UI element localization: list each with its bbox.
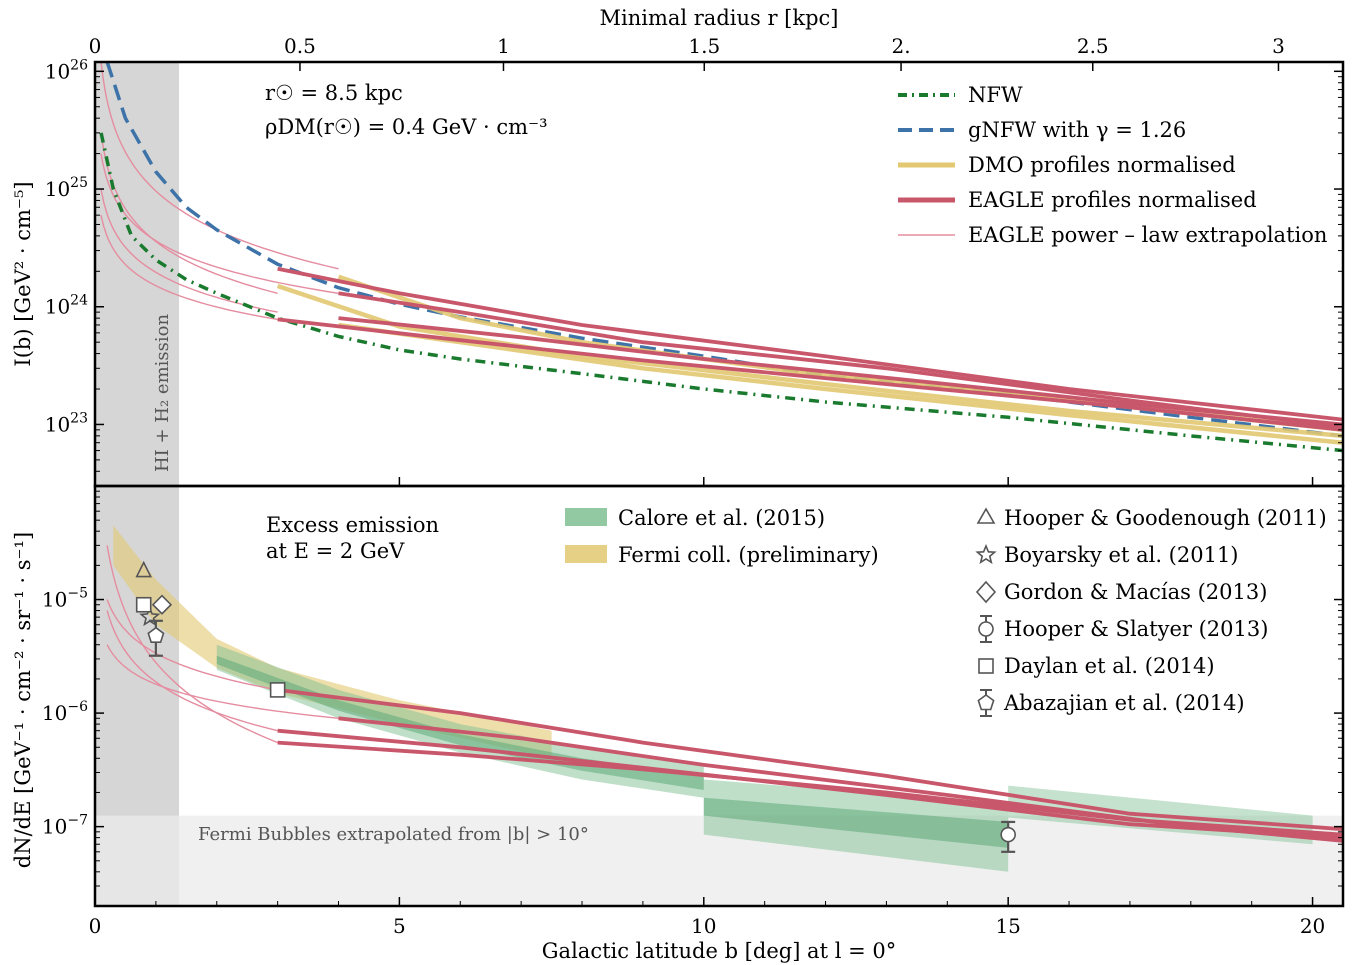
legend-label-abazajian: Abazajian et al. (2014) (1003, 691, 1245, 715)
diamond-marker (151, 594, 173, 615)
legend-label-fermi: Fermi coll. (preliminary) (618, 543, 879, 567)
legend-label-gordon-macias: Gordon & Macías (2013) (1004, 580, 1267, 604)
legend-label-hooper-goodenough: Hooper & Goodenough (2011) (1004, 506, 1327, 530)
top-x-axis-label: Minimal radius r [kpc] (599, 6, 838, 30)
dmo-profile-line-2 (276, 283, 1343, 439)
x2-tick-label-0.5: 0.5 (284, 34, 316, 58)
annotation-energy: at E = 2 GeV (266, 539, 405, 563)
bottom-eagle-line-3 (277, 740, 1343, 837)
bottom-band-legend: Calore et al. (2015) Fermi coll. (prelim… (565, 506, 879, 567)
x-tick-label-5: 5 (393, 914, 406, 938)
legend-swatch-calore (565, 508, 607, 526)
bottom-extrapolation-line-4 (106, 599, 278, 691)
square-marker (135, 596, 152, 613)
legend-label-extrapolation: EAGLE power – law extrapolation (968, 223, 1327, 247)
eagle-extrapolation-line-5 (100, 153, 339, 294)
legend-marker-triangle (976, 507, 996, 524)
bottom-series (106, 545, 1343, 843)
eagle-extrapolation-line-4 (100, 214, 278, 321)
legend-label-daylan: Daylan et al. (2014) (1004, 654, 1215, 678)
bottom-y-tick-label: 10−6 (42, 699, 88, 725)
data-point-circle-4 (1000, 820, 1016, 853)
top-y-tick-label: 1023 (45, 410, 88, 436)
legend-label-eagle: EAGLE profiles normalised (968, 188, 1257, 212)
bottom-extrapolation-line-3 (106, 644, 339, 719)
top-series (99, 62, 1343, 453)
x2-tick-label-2.5: 2.5 (1077, 34, 1109, 58)
legend-marker-circle (978, 615, 994, 643)
x-tick-label-20: 20 (1300, 914, 1325, 938)
legend-marker-star (975, 543, 997, 565)
x-tick-label-0: 0 (89, 914, 102, 938)
top-y-tick-label: 1025 (45, 175, 88, 201)
nfw-line (99, 132, 1343, 453)
bottom-y-tick-label: 10−5 (42, 586, 88, 612)
legend-label-dmo: DMO profiles normalised (968, 153, 1236, 177)
annotation-gas-emission: HI + H₂ emission (152, 314, 173, 473)
x2-tick-label-0: 0 (89, 34, 102, 58)
series-layer (99, 62, 1343, 843)
pentagon-marker (147, 626, 165, 644)
legend-label-boyarsky: Boyarsky et al. (2011) (1004, 543, 1239, 567)
legend-label-calore: Calore et al. (2015) (618, 506, 825, 530)
square-marker (269, 682, 286, 698)
x2-tick-label-1: 1 (497, 34, 510, 58)
annotation-fermi-bubbles: Fermi Bubbles extrapolated from |b| > 10… (198, 824, 589, 845)
annotation-local-density: ρDM(r☉) = 0.4 GeV · cm⁻³ (265, 115, 548, 139)
bottom-panel-frame (93, 484, 1345, 908)
data-point-pentagon-7 (147, 619, 165, 657)
x2-tick-label-3: 3 (1272, 34, 1285, 58)
bottom-x-axis-label: Galactic latitude b [deg] at l = 0° (542, 939, 896, 963)
annotation-solar-radius: r☉ = 8.5 kpc (265, 81, 403, 105)
circle-marker (1000, 826, 1016, 843)
bottom-marker-legend: Hooper & Goodenough (2011) Boyarsky et a… (975, 506, 1327, 717)
x-tick-label-10: 10 (691, 914, 716, 938)
legend-marker-diamond (975, 580, 997, 604)
calore-band-inner-dark (216, 655, 704, 790)
legend-label-hooper-slatyer: Hooper & Slatyer (2013) (1004, 617, 1268, 641)
eagle-extrapolation-line-3 (100, 188, 278, 313)
annotation-excess-emission: Excess emission (266, 513, 439, 537)
eagle-profile-line-7 (277, 317, 1343, 432)
top-y-axis-label: I(b) [GeV² · cm⁻⁵] (11, 181, 35, 366)
eagle-profile-line-6 (338, 291, 1343, 429)
legend-label-nfw: NFW (968, 83, 1023, 107)
data-point-square-6 (269, 682, 286, 698)
legend-swatch-fermi (565, 545, 607, 563)
eagle-extrapolation-line-1 (100, 62, 339, 270)
legend-marker-square (978, 658, 994, 674)
bottom-y-axis-label: dN/dE [GeV⁻¹ · cm⁻² · sr⁻¹ · s⁻¹] (11, 532, 35, 868)
gas-emission-shade (95, 62, 180, 906)
bottom-y-tick-label: 10−7 (42, 813, 88, 839)
x2-tick-label-1.5: 1.5 (688, 34, 720, 58)
eagle-profile-line-5 (277, 266, 1343, 422)
data-point-triangle-1 (135, 560, 152, 578)
triangle-marker (135, 560, 152, 578)
data-point-diamond-3 (151, 594, 173, 615)
bottom-extrapolation-line-2 (106, 610, 278, 732)
top-legend: NFW gNFW with γ = 1.26 DMO profiles norm… (898, 83, 1327, 247)
tick-layer: 0 5 10 15 20 0 0.5 1 1.5 2. 2.5 3 1023 1024 1025 1026 10… (42, 34, 1343, 938)
x2-tick-label-2.: 2. (892, 34, 911, 58)
eagle-profile-line-8 (338, 316, 1343, 427)
top-y-tick-label: 1024 (45, 293, 88, 319)
x-tick-label-15: 15 (995, 914, 1020, 938)
top-y-tick-label: 1026 (45, 57, 88, 83)
data-point-square-5 (135, 596, 152, 613)
calore-band-mid-dark (703, 797, 1009, 848)
marker-layer (135, 560, 1016, 853)
bottom-eagle-line-4 (277, 688, 1343, 832)
legend-marker-pentagon (977, 689, 995, 717)
legend-label-gnfw: gNFW with γ = 1.26 (968, 118, 1186, 142)
